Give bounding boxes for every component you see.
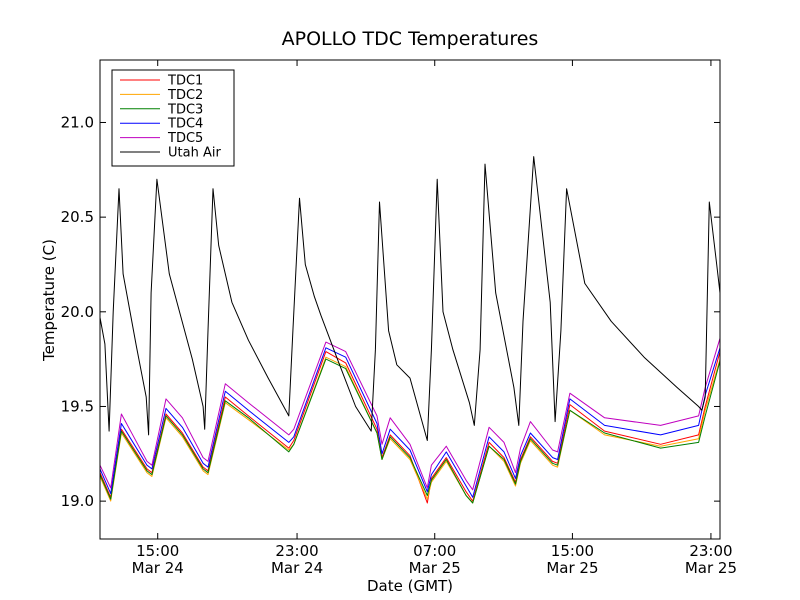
y-tick-label: 19.5: [61, 397, 94, 415]
x-tick-date-label: Mar 25: [685, 559, 737, 577]
y-tick-label: 20.0: [61, 303, 94, 321]
series-line-tdc2: [99, 356, 721, 504]
legend-label-tdc5: TDC5: [167, 131, 203, 146]
y-tick-label: 21.0: [61, 113, 94, 131]
series-line-utah-air: [99, 156, 721, 441]
x-tick-time-label: 15:00: [551, 542, 594, 560]
chart-title: APOLLO TDC Temperatures: [282, 28, 539, 50]
y-axis-label: Temperature (C): [40, 239, 58, 362]
legend-label-utah-air: Utah Air: [168, 146, 221, 161]
y-tick-label: 20.5: [61, 208, 94, 226]
legend-label-tdc2: TDC2: [167, 88, 203, 103]
x-tick-time-label: 23:00: [275, 542, 318, 560]
x-tick-date-label: Mar 25: [409, 559, 461, 577]
plot-frame: [99, 59, 721, 540]
series-line-tdc5: [99, 338, 721, 491]
legend-label-tdc3: TDC3: [167, 102, 203, 117]
series-layer: [99, 156, 721, 504]
legend-box: [111, 69, 235, 167]
x-tick-time-label: 15:00: [136, 542, 179, 560]
series-line-tdc4: [99, 347, 721, 498]
x-tick-date-label: Mar 24: [132, 559, 184, 577]
x-tick-time-label: 23:00: [689, 542, 732, 560]
y-tick-label: 19.0: [61, 492, 94, 510]
x-tick-time-label: 07:00: [413, 542, 456, 560]
legend-label-tdc1: TDC1: [167, 74, 203, 89]
x-tick-date-label: Mar 24: [271, 559, 323, 577]
x-axis-label: Date (GMT): [367, 577, 453, 595]
series-line-tdc3: [99, 358, 721, 504]
x-tick-date-label: Mar 25: [546, 559, 598, 577]
legend-label-tdc4: TDC4: [167, 117, 203, 132]
